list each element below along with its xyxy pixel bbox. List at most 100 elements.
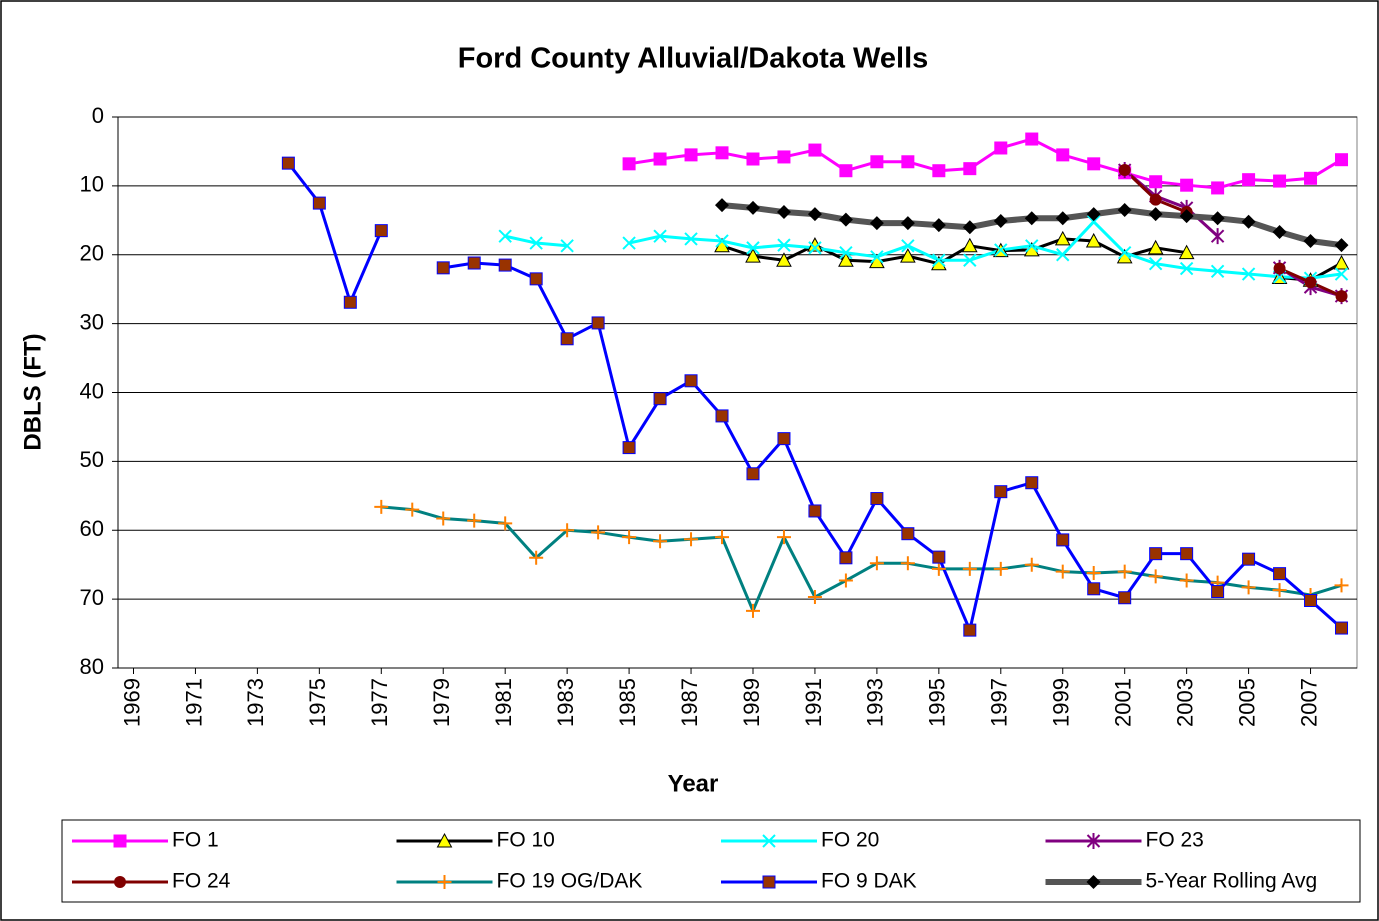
data-point (900, 216, 915, 231)
y-tick-label: 70 (80, 585, 104, 610)
data-point (1117, 202, 1132, 217)
legend-label: FO 10 (497, 829, 555, 852)
data-point (1147, 239, 1164, 255)
data-point (1210, 211, 1225, 226)
data-point (591, 316, 605, 330)
data-point (1272, 583, 1287, 598)
data-point (777, 238, 791, 252)
data-point (1334, 578, 1349, 593)
data-point (745, 200, 760, 215)
data-point (870, 250, 884, 264)
data-point (1273, 567, 1287, 581)
data-point (901, 527, 915, 541)
x-tick-label: 1971 (181, 678, 206, 727)
data-point (746, 467, 760, 481)
data-point (467, 256, 481, 270)
data-point (1334, 238, 1349, 253)
data-point (1211, 181, 1225, 195)
data-point (1210, 264, 1225, 278)
data-point (560, 523, 575, 538)
data-point (1242, 552, 1256, 566)
data-point (715, 409, 729, 423)
y-tick-label: 40 (80, 378, 104, 403)
data-point (1087, 157, 1101, 171)
data-point (870, 492, 884, 506)
x-tick-label: 2001 (1111, 678, 1136, 727)
data-point (529, 272, 543, 286)
data-point (1085, 232, 1102, 248)
data-point (560, 332, 574, 346)
legend-marker (1086, 833, 1101, 849)
data-point (1179, 573, 1194, 588)
data-point (901, 239, 915, 253)
legend-marker (762, 834, 776, 848)
data-point (746, 241, 760, 255)
data-point (838, 573, 853, 588)
data-point (1211, 585, 1225, 599)
data-point (777, 150, 791, 164)
x-tick-label: 1977 (367, 678, 392, 727)
legend-marker (437, 875, 452, 889)
data-point (1304, 276, 1317, 289)
data-point (684, 148, 698, 162)
legend-marker (1086, 875, 1101, 889)
data-point (1056, 148, 1070, 162)
data-point (1087, 214, 1101, 229)
data-point (1056, 533, 1070, 547)
y-tick-label: 80 (80, 654, 104, 679)
x-tick-label: 1991 (801, 678, 826, 727)
x-tick-label: 1975 (305, 678, 330, 727)
data-point (1025, 476, 1039, 490)
data-point (932, 253, 946, 267)
x-tick-label: 1993 (863, 678, 888, 727)
data-point (807, 590, 822, 605)
data-point (1303, 233, 1318, 248)
y-axis-title: DBLS (FT) (19, 333, 46, 450)
data-point (684, 232, 698, 246)
y-tick-label: 10 (80, 172, 104, 197)
data-point (467, 513, 482, 528)
data-point (1333, 254, 1350, 270)
x-tick-label: 1997 (987, 678, 1012, 727)
data-point (1117, 245, 1132, 260)
data-point (1335, 621, 1349, 635)
x-axis-title: Year (668, 770, 719, 797)
y-tick-label: 20 (80, 241, 104, 266)
data-point (374, 499, 389, 514)
y-tick-label: 60 (80, 516, 104, 541)
data-point (932, 550, 946, 564)
data-point (1054, 230, 1071, 246)
data-point (436, 261, 450, 275)
legend-label: FO 20 (821, 829, 879, 852)
data-point (993, 214, 1008, 229)
data-point (312, 196, 326, 210)
data-point (1273, 262, 1286, 275)
data-point (931, 218, 946, 233)
data-point (622, 157, 636, 171)
data-point (1178, 244, 1195, 260)
data-point (1117, 564, 1132, 579)
data-point (962, 220, 977, 235)
data-point (932, 164, 946, 178)
data-point (715, 198, 730, 213)
data-point (900, 556, 915, 571)
data-point (807, 207, 822, 222)
data-point (1180, 178, 1194, 192)
data-point (963, 253, 977, 267)
data-point (901, 155, 915, 169)
data-point (1148, 256, 1163, 271)
data-point (1056, 248, 1070, 262)
data-point (776, 205, 791, 220)
data-point (653, 534, 668, 549)
data-point (1179, 261, 1194, 276)
data-point (343, 295, 357, 309)
data-point (746, 152, 760, 166)
data-point (715, 530, 730, 545)
data-point (1272, 225, 1287, 240)
data-point (1241, 214, 1256, 229)
data-point (1024, 557, 1039, 572)
data-point (838, 252, 854, 267)
x-tick-label: 1983 (553, 678, 578, 727)
data-point (1024, 211, 1039, 226)
